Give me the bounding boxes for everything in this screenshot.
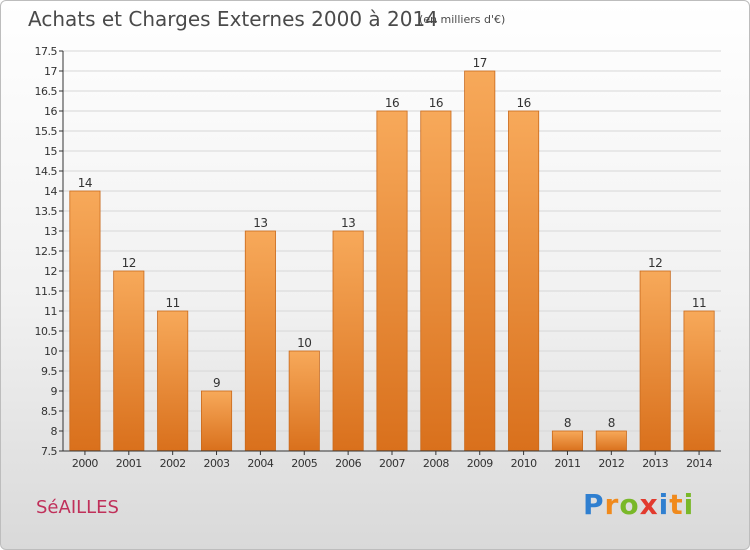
chart-title: Achats et Charges Externes 2000 à 2014 — [28, 7, 438, 31]
y-tick-label: 14.5 — [35, 165, 58, 178]
bar-value-label: 13 — [253, 216, 267, 230]
bar — [288, 350, 320, 452]
bar — [551, 430, 584, 452]
y-tick-label: 15 — [44, 145, 57, 158]
x-tick-label: 2010 — [511, 457, 537, 470]
x-tick-label: 2005 — [291, 457, 317, 470]
bar-value-label: 10 — [297, 336, 311, 350]
x-tick-label: 2014 — [686, 457, 712, 470]
x-tick-label: 2011 — [554, 457, 580, 470]
y-tick-label: 8.5 — [41, 405, 57, 418]
logo-letter: r — [604, 488, 620, 521]
chart-subtitle: (en milliers d'€) — [419, 13, 506, 26]
y-tick-label: 10.5 — [35, 325, 58, 338]
bar — [595, 430, 627, 452]
x-tick-label: 2004 — [247, 457, 273, 470]
logo-letter: t — [669, 488, 684, 521]
bar-value-label: 14 — [78, 176, 92, 190]
y-tick-label: 13 — [44, 225, 57, 238]
proxiti-logo[interactable]: Proxiti — [583, 488, 694, 521]
logo-letter: i — [683, 488, 695, 521]
y-tick-label: 10 — [44, 345, 57, 358]
x-tick-label: 2003 — [204, 457, 230, 470]
bar-value-label: 11 — [166, 296, 180, 310]
x-tick-label: 2006 — [335, 457, 361, 470]
bar — [332, 230, 364, 452]
logo-letter: P — [583, 488, 605, 521]
x-tick-label: 2002 — [160, 457, 186, 470]
x-tick-label: 2001 — [116, 457, 142, 470]
y-tick-label: 16 — [44, 105, 57, 118]
value-labels: 14 12 11 9 13 10 13 16 16 17 16 8 8 12 11 — [78, 56, 707, 430]
x-tick-label: 2009 — [467, 457, 493, 470]
y-tick-label: 8 — [51, 425, 58, 438]
bar-value-label: 16 — [429, 96, 443, 110]
y-tick-label: 16.5 — [35, 85, 58, 98]
y-tick-label: 15.5 — [35, 125, 58, 138]
axes: 7.5 8 8.5 9 9.5 10 10.5 11 11.5 12 12.5 13 13.5 14 14.… — [35, 45, 721, 470]
logo-letter: o — [619, 488, 640, 521]
bar-value-label: 12 — [648, 256, 662, 270]
y-tick-label: 9.5 — [41, 365, 57, 378]
y-tick-label: 17.5 — [35, 45, 58, 58]
logo-letter: i — [658, 488, 670, 521]
x-tick-label: 2012 — [598, 457, 624, 470]
bar-value-label: 12 — [122, 256, 136, 270]
x-tick-label: 2008 — [423, 457, 449, 470]
bar-value-label: 17 — [473, 56, 487, 70]
town-name: SéAILLES — [36, 497, 119, 518]
logo-letter: x — [639, 488, 659, 521]
bar — [464, 70, 496, 452]
bar — [639, 270, 671, 452]
y-tick-label: 11.5 — [35, 285, 58, 298]
bar-value-label: 11 — [692, 296, 706, 310]
bar-value-label: 9 — [213, 376, 220, 390]
bar-value-label: 8 — [564, 416, 571, 430]
bar — [69, 190, 101, 452]
bar — [113, 270, 145, 452]
bar — [376, 110, 408, 452]
bar — [244, 230, 276, 452]
y-tick-label: 7.5 — [41, 445, 57, 458]
y-tick-label: 14 — [44, 185, 57, 198]
bar-value-label: 16 — [385, 96, 399, 110]
bars — [69, 70, 715, 452]
y-tick-label: 12 — [44, 265, 57, 278]
bar-value-label: 16 — [516, 96, 530, 110]
bar — [508, 110, 540, 452]
x-tick-label: 2013 — [642, 457, 668, 470]
y-tick-label: 11 — [44, 305, 57, 318]
bar-value-label: 8 — [608, 416, 615, 430]
y-tick-label: 12.5 — [35, 245, 58, 258]
bar — [157, 310, 189, 452]
x-tick-label: 2000 — [72, 457, 98, 470]
bar — [420, 110, 452, 452]
bar — [683, 310, 715, 452]
y-tick-label: 17 — [44, 65, 57, 78]
y-tick-label: 13.5 — [35, 205, 58, 218]
y-tick-label: 9 — [51, 385, 58, 398]
x-tick-label: 2007 — [379, 457, 405, 470]
bar-value-label: 13 — [341, 216, 355, 230]
bar — [200, 390, 233, 452]
